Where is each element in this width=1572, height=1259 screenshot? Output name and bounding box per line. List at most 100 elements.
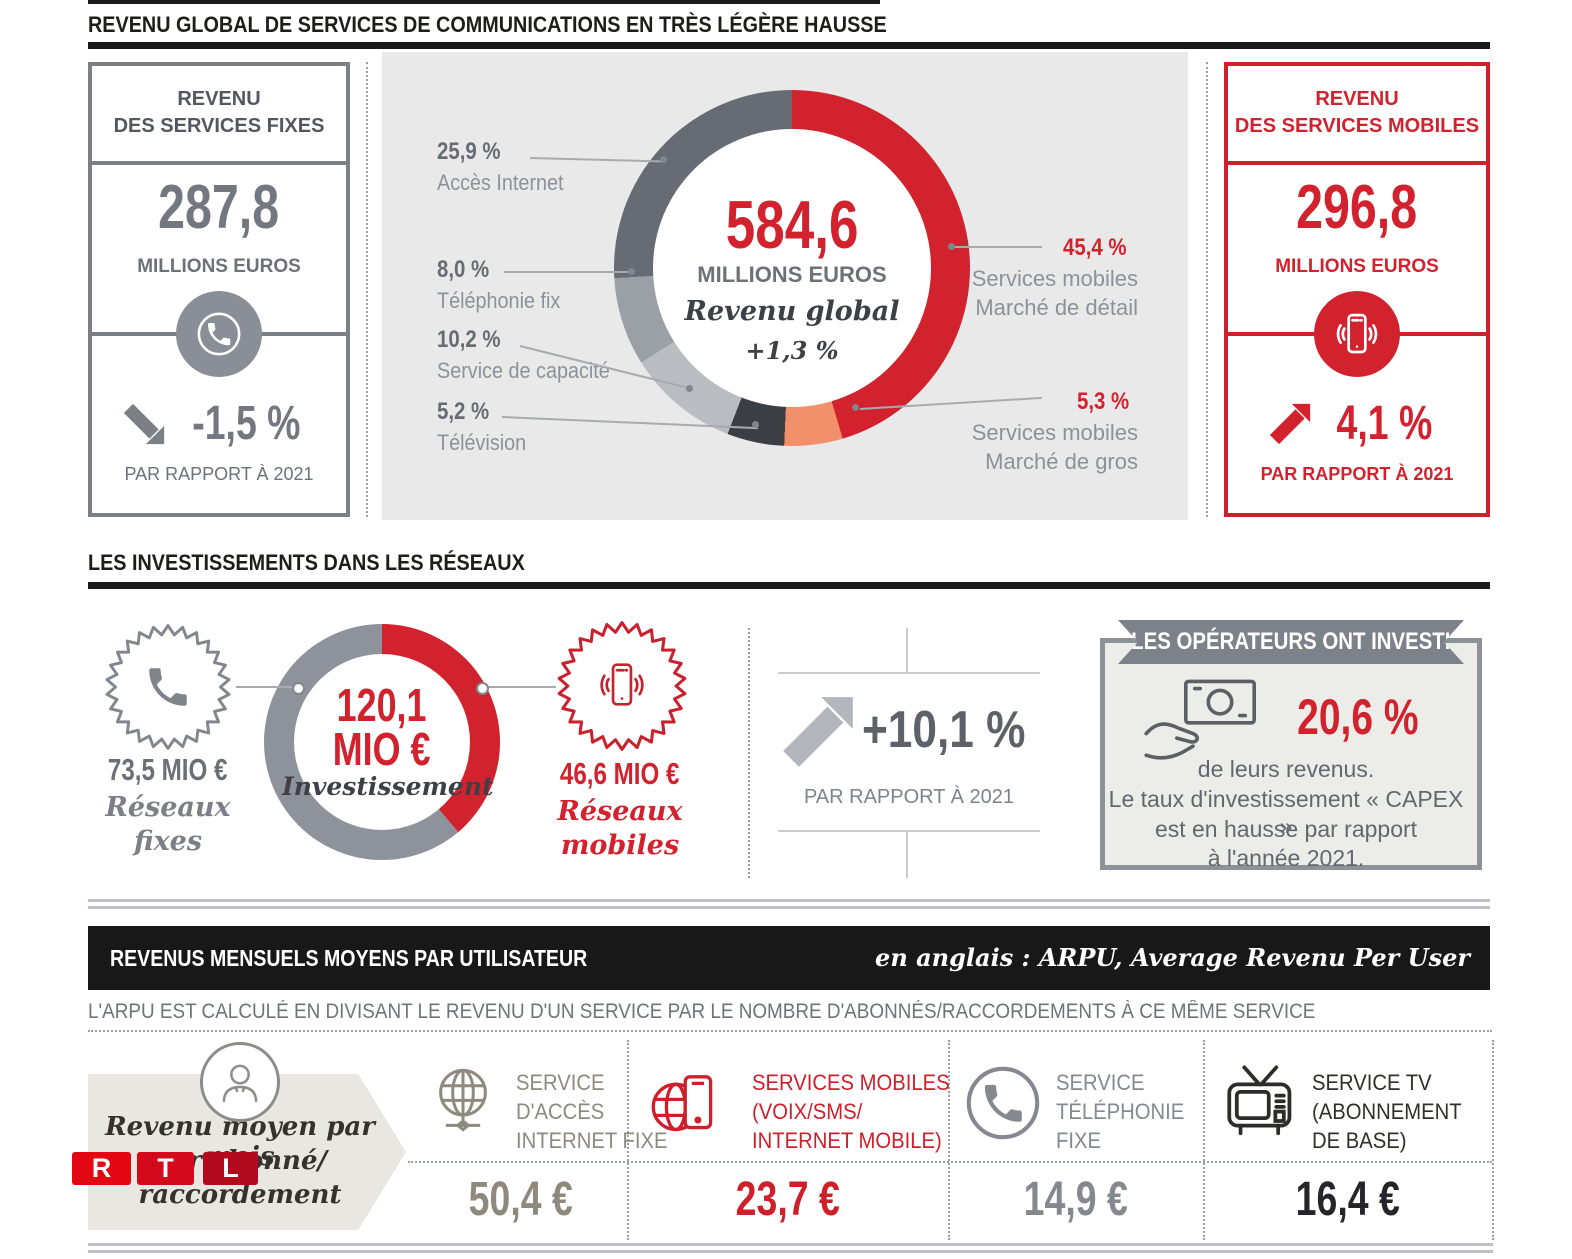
capex-ribbon: LES OPÉRATEURS ONT INVESTI [1118, 620, 1464, 664]
label-mobiles-gros-1: Services mobiles [971, 420, 1138, 445]
connector-line [236, 686, 298, 688]
col1-label: SERVICE D'ACCÈS INTERNET FIXE [516, 1070, 668, 1153]
arpu-subtitle: L'ARPU EST CALCULÉ EN DIVISANT LE REVENU… [88, 1000, 1316, 1023]
leader-dot [628, 268, 635, 275]
fixed-box-caption: PAR RAPPORT À 2021 [124, 464, 314, 484]
col4-value: 16,4 € [1295, 1173, 1400, 1226]
col-separator [1492, 1040, 1494, 1240]
rtl-logo-r: R [72, 1152, 131, 1185]
globe-network-icon [420, 1060, 506, 1146]
col4-label: SERVICE TV (ABONNEMENT DE BASE) [1312, 1070, 1462, 1153]
table-mid-dotted [408, 1161, 1492, 1163]
frame-line [778, 830, 1040, 832]
phone-icon [143, 662, 193, 712]
col3-label: SERVICE TÉLÉPHONIE FIXE [1056, 1070, 1185, 1153]
capex-line3: est en hausse par rapport [1154, 816, 1418, 842]
row-label-line3: raccordement [138, 1180, 342, 1210]
capex-pct: 20,6 % [1297, 689, 1419, 745]
mobile-badge-label2: mobiles [560, 830, 680, 861]
leader-dot [852, 404, 859, 411]
section2-rule [88, 582, 1490, 589]
hand-money-icon [1136, 676, 1268, 766]
connector-circle [292, 682, 305, 695]
mobile-badge-label1: Réseaux [557, 796, 683, 827]
label-telephonie-fix: Téléphonie fix [437, 288, 561, 313]
fixed-box-change: -1,5 % [192, 397, 301, 450]
section2-title: LES INVESTISSEMENTS DANS LES RÉSEAUX [88, 550, 525, 575]
label-capacite: Service de capacité [437, 358, 610, 383]
arrow-up-right-icon [1268, 402, 1312, 446]
fixed-box-title-line1: REVENU [177, 88, 261, 110]
double-line [88, 906, 1490, 909]
investment-center-label: Investissement [282, 772, 494, 801]
label-television-pct: 5,2 % [437, 398, 490, 425]
mobile-badge-value: 46,6 MIO € [560, 756, 680, 791]
investment-growth: +10,1 % [862, 701, 1026, 759]
smartphone-icon [1330, 307, 1384, 361]
mobile-box-title-line2: DES SERVICES MOBILES [1234, 115, 1480, 137]
leader-dot [752, 421, 759, 428]
frame-line [906, 628, 908, 674]
double-line [88, 1250, 1493, 1253]
donut-center-value: 584,6 [725, 187, 859, 263]
separator-dotted-invest [748, 628, 750, 878]
fixed-badge-label1: Réseaux [105, 792, 231, 823]
section1-title: REVENU GLOBAL DE SERVICES DE COMMUNICATI… [88, 12, 887, 37]
frame-line [778, 672, 1040, 674]
donut-center-label: Revenu global [684, 296, 900, 327]
leader-line [504, 271, 632, 273]
label-mobiles-detail-2: Marché de détail [975, 295, 1138, 320]
arpu-bar-note: en anglais : ARPU, Average Revenu Per Us… [875, 943, 1470, 972]
tv-icon [1218, 1058, 1312, 1152]
mobile-globe-icon [642, 1058, 736, 1152]
separator-dotted-right [1206, 62, 1208, 517]
double-line [88, 1243, 1493, 1246]
frame-line [906, 832, 908, 878]
investment-growth-caption: PAR RAPPORT À 2021 [803, 786, 1015, 808]
col-separator [1203, 1040, 1205, 1240]
fixed-box-value: 287,8 [158, 173, 280, 242]
capex-line4: à l'année 2021. [1207, 845, 1365, 871]
col-separator [948, 1040, 950, 1240]
rtl-logo-t: T [137, 1152, 194, 1185]
label-mobiles-gros-2: Marché de gros [985, 449, 1138, 474]
capex-line2: Le taux d'investissement « CAPEX » [1108, 786, 1464, 839]
starburst-seal-icon [105, 624, 231, 750]
label-television: Télévision [437, 430, 527, 455]
label-acces-internet-pct: 25,9 % [437, 138, 501, 165]
fixed-box-title-line2: DES SERVICES FIXES [113, 115, 325, 137]
separator-dotted-left [366, 62, 368, 517]
fixed-badge-value: 73,5 MIO € [108, 752, 228, 787]
mobile-revenue-box: REVENU DES SERVICES MOBILES 296,8 MILLIO… [1224, 62, 1490, 517]
mobile-box-value: 296,8 [1296, 173, 1418, 242]
smartphone-icon [593, 656, 651, 714]
double-line [88, 899, 1490, 902]
investment-center-value: 120,1 [337, 679, 427, 731]
section1-rule [88, 42, 1490, 49]
investment-center-unit: MIO € [333, 723, 431, 775]
label-acces-internet: Accès Internet [437, 170, 564, 195]
top-strip [88, 0, 880, 4]
fixed-phone-circle [176, 291, 262, 377]
col2-label: SERVICES MOBILES (VOIX/SMS/ INTERNET MOB… [752, 1070, 950, 1153]
connector-circle [476, 682, 489, 695]
person-icon [209, 1051, 271, 1113]
fixed-box-change-row: -1,5 % [92, 396, 346, 451]
mobile-box-title: REVENU DES SERVICES MOBILES [1228, 86, 1486, 140]
arpu-bar: REVENUS MENSUELS MOYENS PAR UTILISATEUR … [88, 926, 1490, 990]
label-mobiles-detail-1: Services mobiles [971, 266, 1138, 291]
leader-dot [948, 243, 955, 250]
mobile-box-change: 4,1 % [1336, 397, 1433, 450]
investment-donut-hole [294, 654, 470, 830]
arrow-up-right-icon [780, 694, 856, 770]
donut-center-change: +1,3 % [745, 336, 839, 365]
label-mobiles-gros-pct: 5,3 % [1076, 388, 1129, 415]
fixed-box-title: REVENU DES SERVICES FIXES [92, 86, 346, 140]
mobile-box-unit: MILLIONS EUROS [1275, 256, 1439, 277]
fixed-box-divider1 [92, 161, 346, 165]
mobile-box-caption: PAR RAPPORT À 2021 [1260, 464, 1454, 484]
mobile-phone-circle [1314, 291, 1400, 377]
arrow-down-right-icon [122, 402, 166, 446]
label-telephonie-fix-pct: 8,0 % [437, 256, 490, 283]
leader-dot [660, 156, 667, 163]
